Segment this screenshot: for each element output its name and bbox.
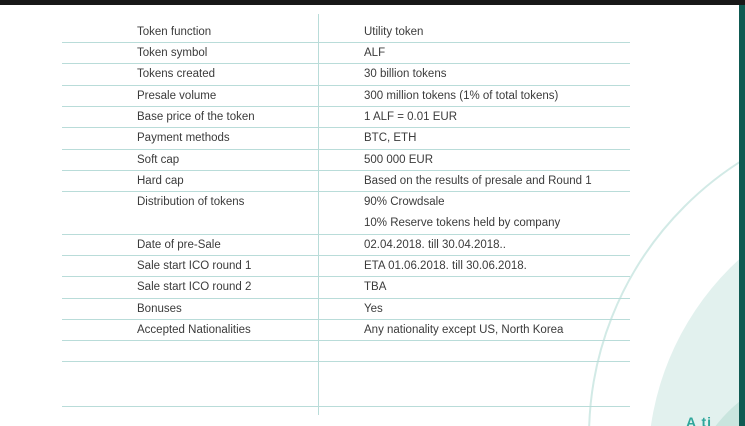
- right-edge-bar: [739, 0, 745, 426]
- table-row: Token function Utility token: [62, 22, 630, 43]
- table-row: Sale start ICO round 2 TBA: [62, 277, 630, 299]
- column-divider: [318, 14, 319, 415]
- row-value: Based on the results of presale and Roun…: [364, 175, 592, 187]
- table-row: Date of pre-Sale 02.04.2018. till 30.04.…: [62, 235, 630, 256]
- row-label: Accepted Nationalities: [137, 324, 251, 336]
- row-value: 02.04.2018. till 30.04.2018..: [364, 239, 506, 251]
- table-row: Payment methods BTC, ETH: [62, 128, 630, 150]
- row-label: Sale start ICO round 2: [137, 281, 252, 293]
- row-label: Sale start ICO round 1: [137, 260, 252, 272]
- row-label: Base price of the token: [137, 111, 255, 123]
- row-value: Utility token: [364, 26, 424, 38]
- table-row-empty: [62, 341, 630, 362]
- row-value: BTC, ETH: [364, 132, 417, 144]
- row-value: ALF: [364, 47, 386, 59]
- table-row: Sale start ICO round 1 ETA 01.06.2018. t…: [62, 256, 630, 277]
- table-row: Base price of the token 1 ALF = 0.01 EUR: [62, 107, 630, 128]
- row-value: ETA 01.06.2018. till 30.06.2018.: [364, 260, 527, 272]
- table-row: Accepted Nationalities Any nationality e…: [62, 320, 630, 341]
- table-row: Hard cap Based on the results of presale…: [62, 171, 630, 192]
- row-label: Payment methods: [137, 132, 230, 144]
- row-value: Yes: [364, 303, 383, 315]
- row-label: Hard cap: [137, 175, 184, 187]
- row-label: Token function: [137, 26, 212, 38]
- row-value: TBA: [364, 281, 387, 293]
- row-label: Date of pre-Sale: [137, 239, 221, 251]
- row-value: 300 million tokens (1% of total tokens): [364, 90, 559, 102]
- row-value: Any nationality except US, North Korea: [364, 324, 564, 336]
- table-row: Distribution of tokens 90% Crowdsale 10%…: [62, 192, 630, 235]
- row-label: Soft cap: [137, 154, 180, 166]
- table-row: Token symbol ALF: [62, 43, 630, 64]
- top-edge-bar: [0, 0, 745, 5]
- row-label: Token symbol: [137, 47, 208, 59]
- row-value: 500 000 EUR: [364, 154, 434, 166]
- row-label: Presale volume: [137, 90, 217, 102]
- table-row: Soft cap 500 000 EUR: [62, 150, 630, 171]
- row-value: 1 ALF = 0.01 EUR: [364, 111, 458, 123]
- row-label: Distribution of tokens: [137, 196, 245, 208]
- table-row: Tokens created 30 billion tokens: [62, 64, 630, 86]
- partial-logo-text: A ti: [686, 414, 713, 426]
- table-row: Bonuses Yes: [62, 299, 630, 320]
- row-value: 30 billion tokens: [364, 68, 447, 80]
- row-value: 90% Crowdsale: [364, 196, 445, 208]
- row-value-line2: 10% Reserve tokens held by company: [364, 217, 561, 229]
- table-row: Presale volume 300 million tokens (1% of…: [62, 86, 630, 107]
- table-row-empty: [62, 362, 630, 407]
- row-label: Bonuses: [137, 303, 182, 315]
- row-label: Tokens created: [137, 68, 215, 80]
